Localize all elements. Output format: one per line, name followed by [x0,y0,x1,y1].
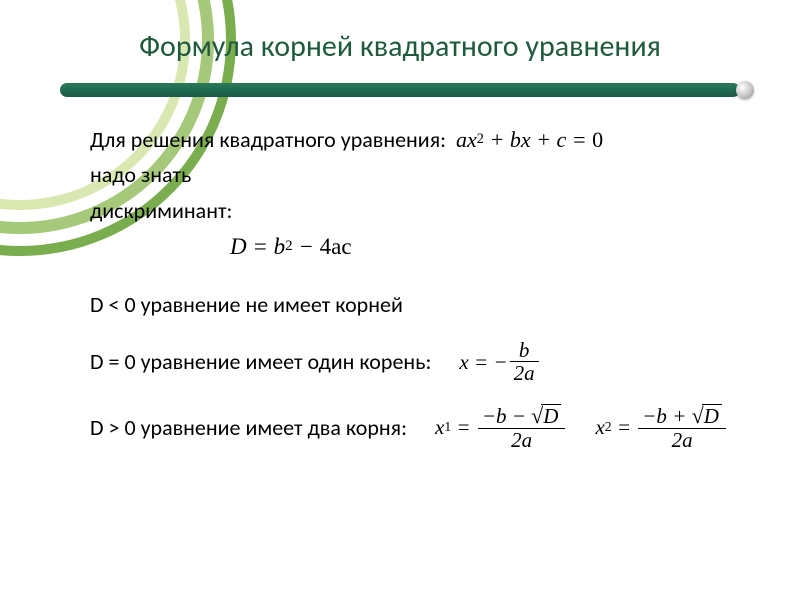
case-positive-text: D > 0 уравнение имеет два корня: [90,413,407,443]
intro-text: Для решения квадратного уравнения: [90,125,446,155]
case-zero-text: D = 0 уравнение имеет один корень: [90,347,431,377]
intro-row: Для решения квадратного уравнения: ax2 +… [90,125,740,155]
need-know-text: надо знать [90,160,191,190]
case-zero: D = 0 уравнение имеет один корень: x = −… [90,339,740,384]
quadratic-equation: ax2 + bx + c = 0 [456,125,603,155]
case-negative-text: D < 0 уравнение не имеет корней [90,290,403,320]
case-positive: D > 0 уравнение имеет два корня: x1 = −b… [90,404,740,450]
title-divider [60,83,740,97]
discriminant-label-row: дискриминант: [90,196,740,226]
discriminant-label: дискриминант: [90,196,232,226]
slide-title: Формула корней квадратного уравнения [120,30,680,65]
slide: Формула корней квадратного уравнения Для… [0,0,800,600]
case-negative: D < 0 уравнение не имеет корней [90,290,740,320]
root-2-formula: x2 = −b + √D 2a [595,404,727,450]
need-know-row: надо знать [90,160,740,190]
discriminant-formula: D = b2 − 4ac [230,231,352,262]
single-root-formula: x = − b 2a [459,339,540,384]
slide-content: Для решения квадратного уравнения: ax2 +… [60,125,740,451]
root-1-formula: x1 = −b − √D 2a [435,404,567,450]
